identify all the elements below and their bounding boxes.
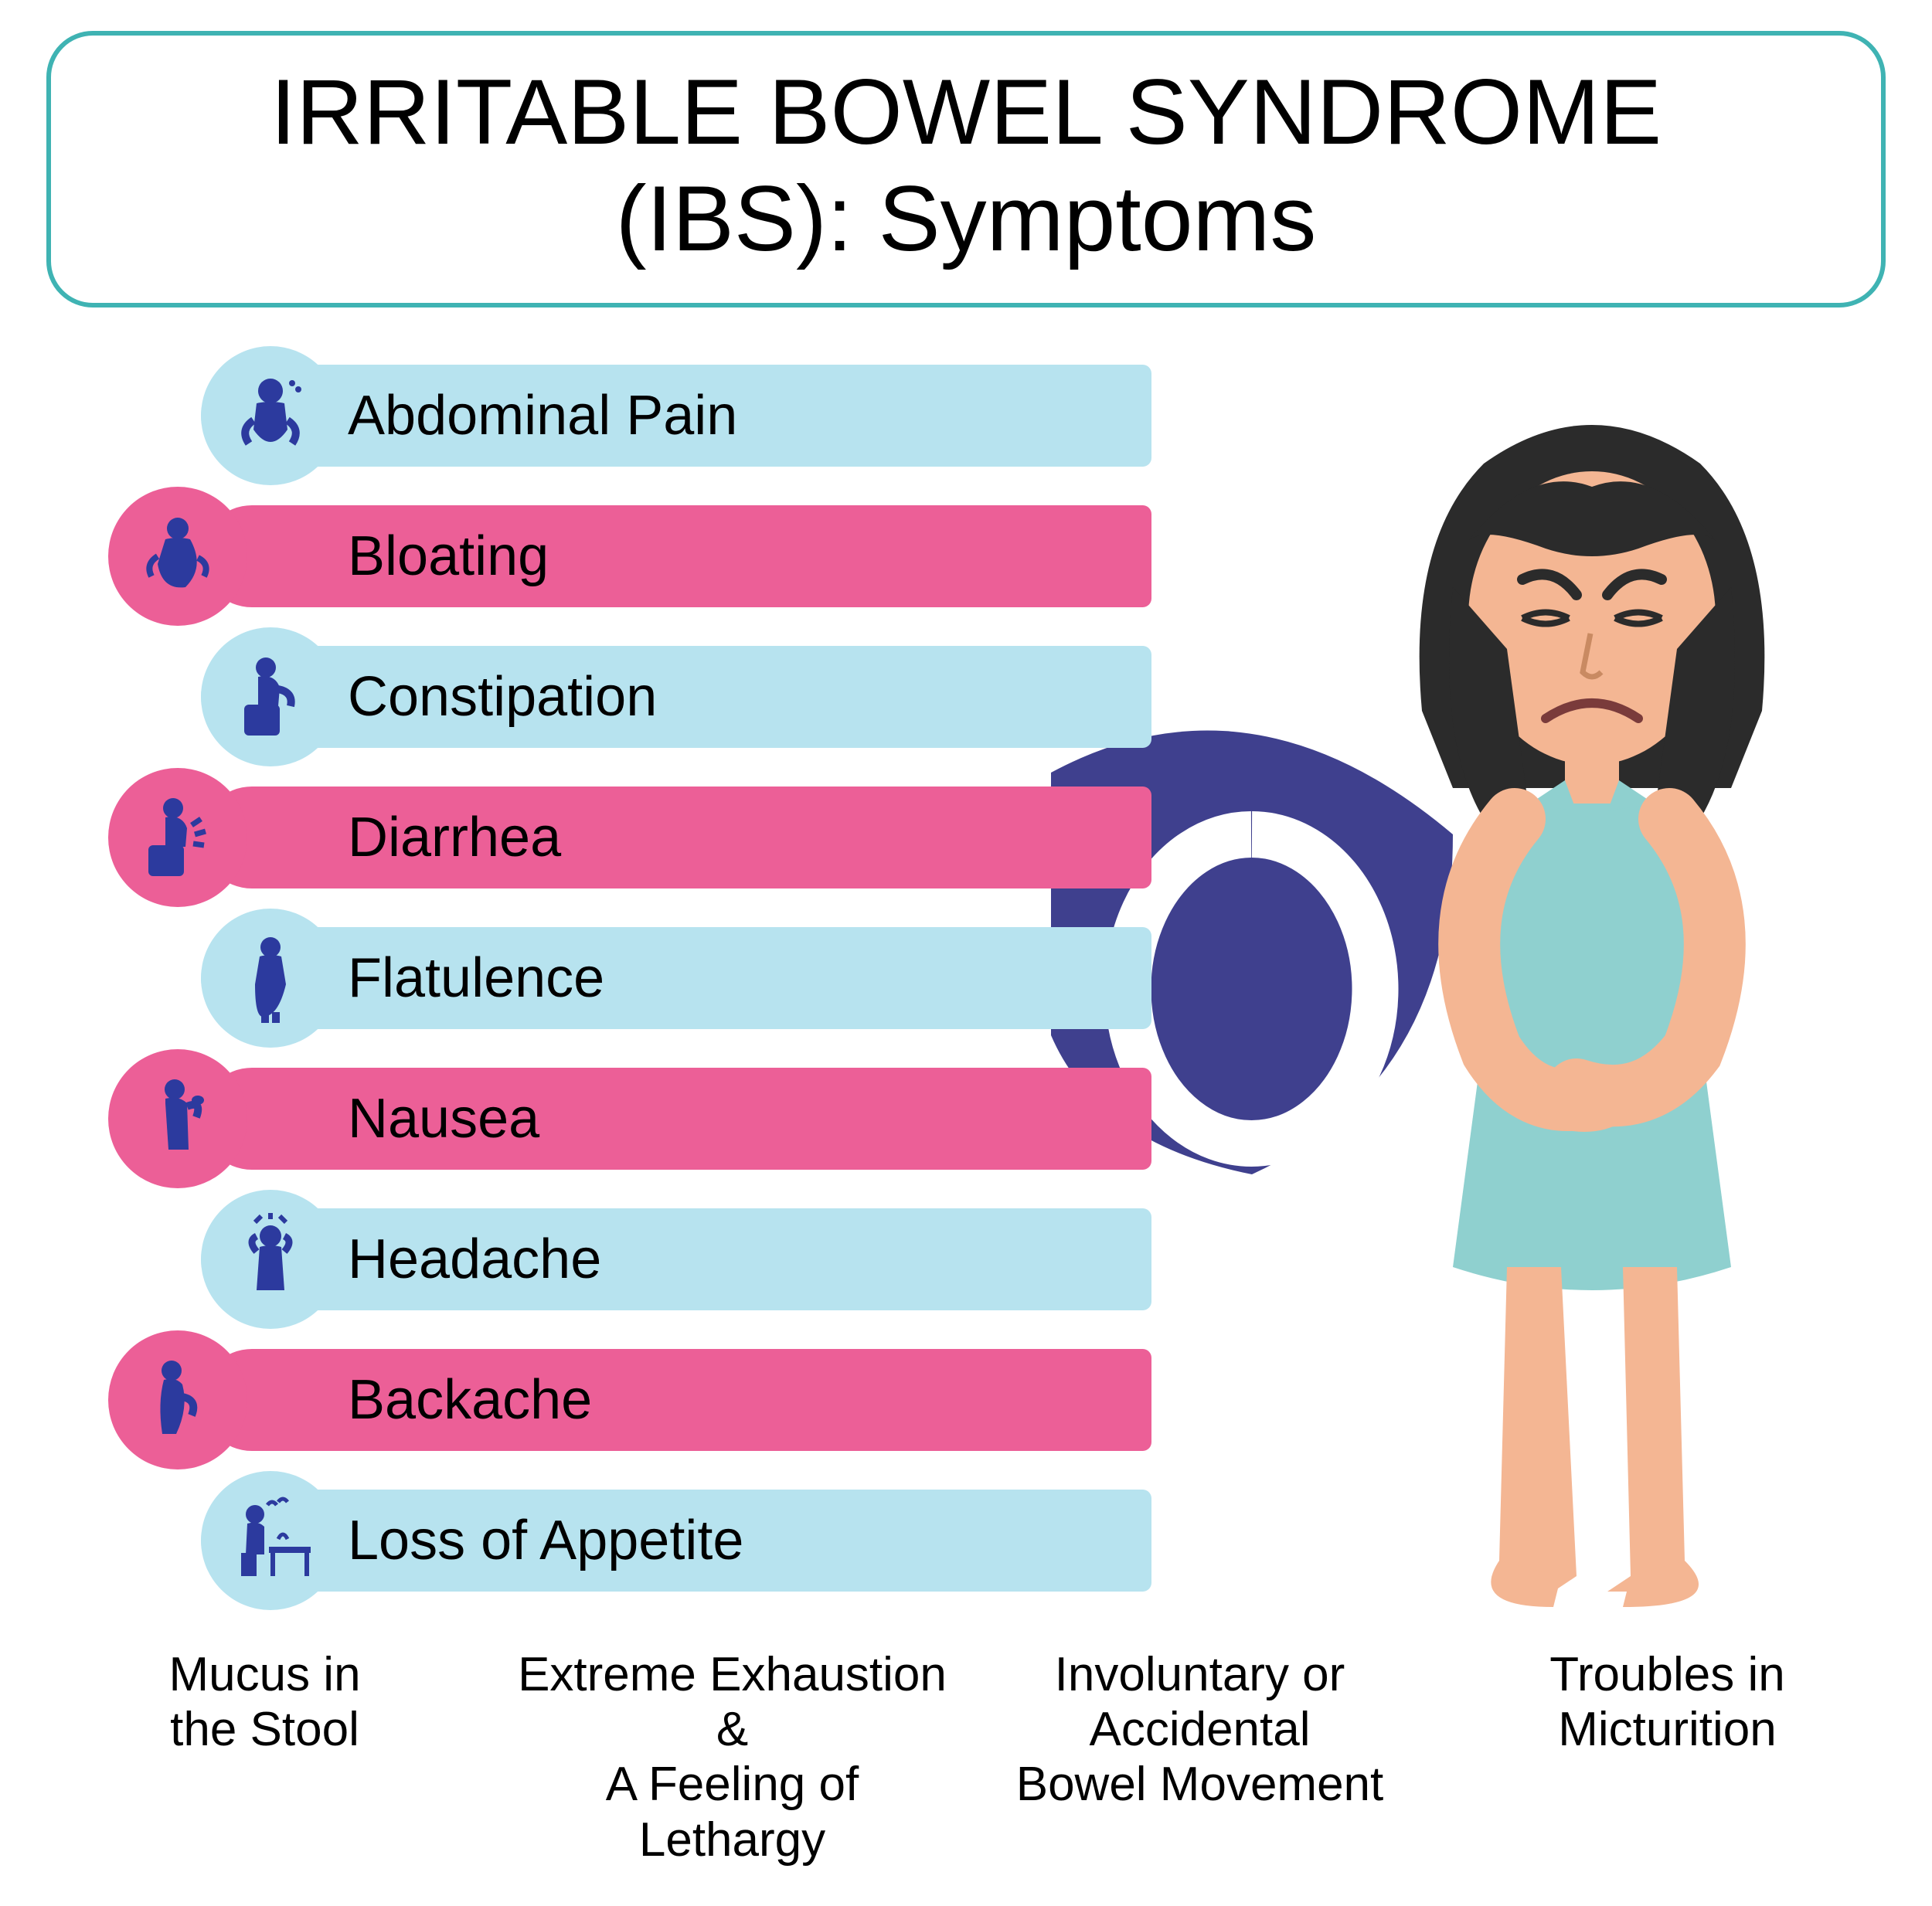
diarrhea-icon — [108, 768, 247, 907]
symptom-row: Bloating — [108, 488, 1151, 624]
footer-symptom: Mucus inthe Stool — [46, 1647, 483, 1758]
symptom-label: Loss of Appetite — [348, 1509, 743, 1572]
title-line-2: (IBS): Symptoms — [82, 165, 1850, 272]
symptom-label: Constipation — [348, 665, 657, 729]
symptom-label: Nausea — [348, 1087, 539, 1150]
symptom-row: Nausea — [108, 1051, 1151, 1187]
symptom-label: Diarrhea — [348, 806, 561, 869]
symptom-bar: Backache — [201, 1349, 1151, 1451]
flatulence-icon — [201, 909, 340, 1048]
symptom-row: Loss of Appetite — [108, 1473, 1151, 1609]
footer-symptoms: Mucus inthe Stool Extreme Exhaustion &A F… — [46, 1647, 1886, 1867]
symptom-label: Bloating — [348, 525, 549, 588]
symptom-row: Flatulence — [108, 910, 1151, 1046]
title-card: IRRITABLE BOWEL SYNDROME (IBS): Symptoms — [46, 31, 1886, 307]
footer-symptom: Troubles inMicturition — [1449, 1647, 1886, 1758]
nausea-icon — [108, 1049, 247, 1188]
headache-icon — [201, 1190, 340, 1329]
symptom-bar: Headache — [201, 1208, 1151, 1310]
backache-icon — [108, 1330, 247, 1469]
symptom-row: Constipation — [108, 629, 1151, 765]
symptom-label: Abdominal Pain — [348, 384, 737, 447]
symptom-bar: Flatulence — [201, 927, 1151, 1029]
abdominal-icon — [201, 346, 340, 485]
symptom-label: Flatulence — [348, 946, 604, 1010]
symptom-row: Abdominal Pain — [108, 348, 1151, 484]
appetite-icon — [201, 1471, 340, 1610]
footer-symptom: Involuntary or AccidentalBowel Movement — [981, 1647, 1418, 1813]
symptom-label: Headache — [348, 1228, 601, 1291]
symptom-bar: Diarrhea — [201, 787, 1151, 888]
symptom-row: Headache — [108, 1191, 1151, 1327]
symptom-list: Abdominal Pain Bloating Constipation Diarrh… — [108, 348, 1151, 1613]
symptom-bar: Loss of Appetite — [201, 1490, 1151, 1592]
bloating-icon — [108, 487, 247, 626]
symptom-bar: Constipation — [201, 646, 1151, 748]
symptom-row: Backache — [108, 1332, 1151, 1468]
footer-symptom: Extreme Exhaustion &A Feeling of Letharg… — [514, 1647, 951, 1867]
symptom-label: Backache — [348, 1368, 592, 1432]
symptom-bar: Nausea — [201, 1068, 1151, 1170]
constipation-icon — [201, 627, 340, 766]
person-illustration — [1298, 417, 1886, 1638]
symptom-row: Diarrhea — [108, 770, 1151, 905]
symptom-bar: Bloating — [201, 505, 1151, 607]
symptom-bar: Abdominal Pain — [201, 365, 1151, 467]
title-line-1: IRRITABLE BOWEL SYNDROME — [82, 59, 1850, 165]
